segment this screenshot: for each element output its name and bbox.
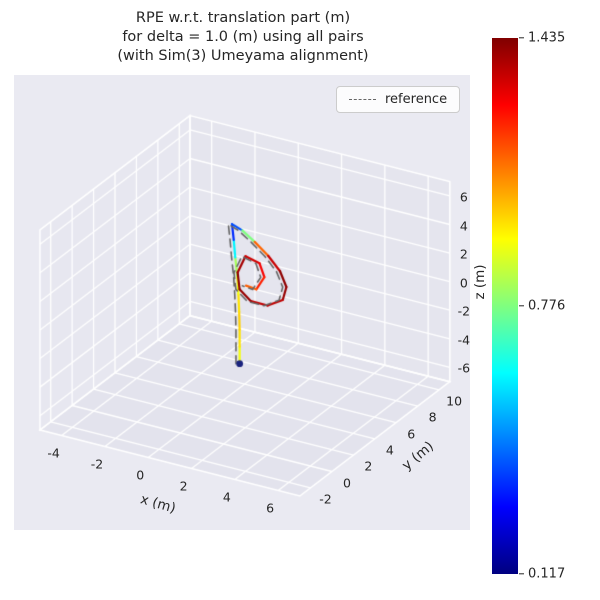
colorbar: 1.435 0.776 0.117 (492, 31, 565, 582)
chart-title: RPE w.r.t. translation part (m) for delt… (0, 9, 486, 66)
chart-title-line1: RPE w.r.t. translation part (m) (135, 10, 351, 26)
colorbar-tick-label-max: 1.435 (528, 30, 566, 46)
colorbar-tick-label-min: 0.117 (528, 566, 566, 582)
colorbar-tick-label-mid: 0.776 (528, 298, 566, 314)
reference-dashed-line-sample (349, 99, 376, 100)
colorbar-tick-mark-max (519, 37, 524, 39)
chart-title-line2: for delta = 1.0 (m) using all pairs (122, 29, 364, 45)
colorbar-tick-mark-mid (519, 305, 524, 307)
legend: reference (336, 86, 461, 113)
z-axis-label: z (m) (472, 264, 488, 300)
chart-title-line3: (with Sim(3) Umeyama alignment) (117, 48, 369, 64)
colorbar-gradient (492, 38, 518, 574)
colorbar-tick-mark-min (519, 573, 524, 575)
legend-label-reference: reference (385, 92, 448, 107)
